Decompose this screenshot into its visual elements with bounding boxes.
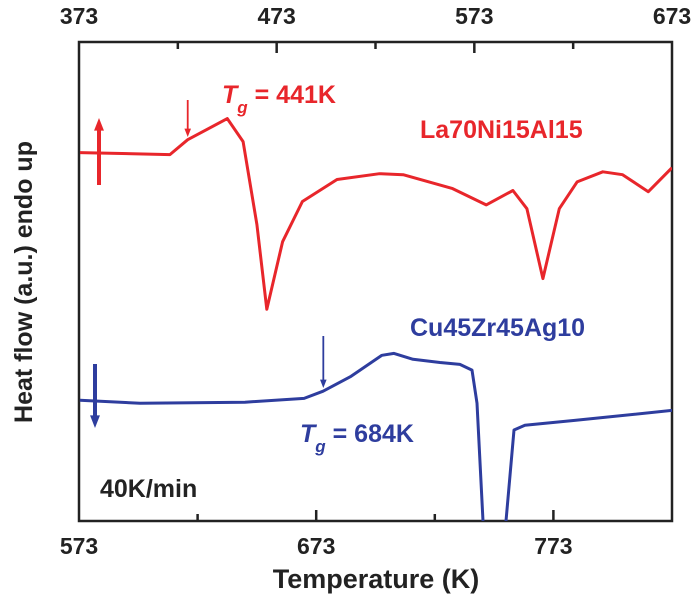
x-bottom-tick-label: 673 <box>297 533 335 559</box>
plot-frame <box>77 40 674 523</box>
series-line-la70ni15al15 <box>79 117 672 311</box>
x-axis-label: Temperature (K) <box>273 564 480 594</box>
tg-label-red: Tg = 441K <box>222 81 336 117</box>
series-label-la70ni15al15: La70Ni15Al15 <box>420 116 583 144</box>
x-top-tick-label: 573 <box>455 3 493 29</box>
x-bottom-tick-label: 773 <box>534 533 572 559</box>
x-bottom-tick-label: 573 <box>60 533 98 559</box>
x-top-tick-label: 673 <box>653 3 691 29</box>
tg-arrow-red-icon-head <box>184 128 192 137</box>
endo-up-arrow-icon-head <box>94 118 104 131</box>
endo-down-arrow-icon-head <box>90 415 100 428</box>
heating-rate-label: 40K/min <box>100 475 197 503</box>
tg-arrow-blue-icon-head <box>320 379 327 388</box>
tg-label-blue: Tg = 684K <box>300 420 414 456</box>
series-label-cu45zr45ag10: Cu45Zr45Ag10 <box>410 314 585 342</box>
x-top-tick-label: 473 <box>257 3 295 29</box>
series-line-cu45zr45ag10 <box>79 351 672 521</box>
y-axis-label: Heat flow (a.u.) endo up <box>10 141 38 423</box>
x-top-tick-label: 373 <box>60 3 98 29</box>
